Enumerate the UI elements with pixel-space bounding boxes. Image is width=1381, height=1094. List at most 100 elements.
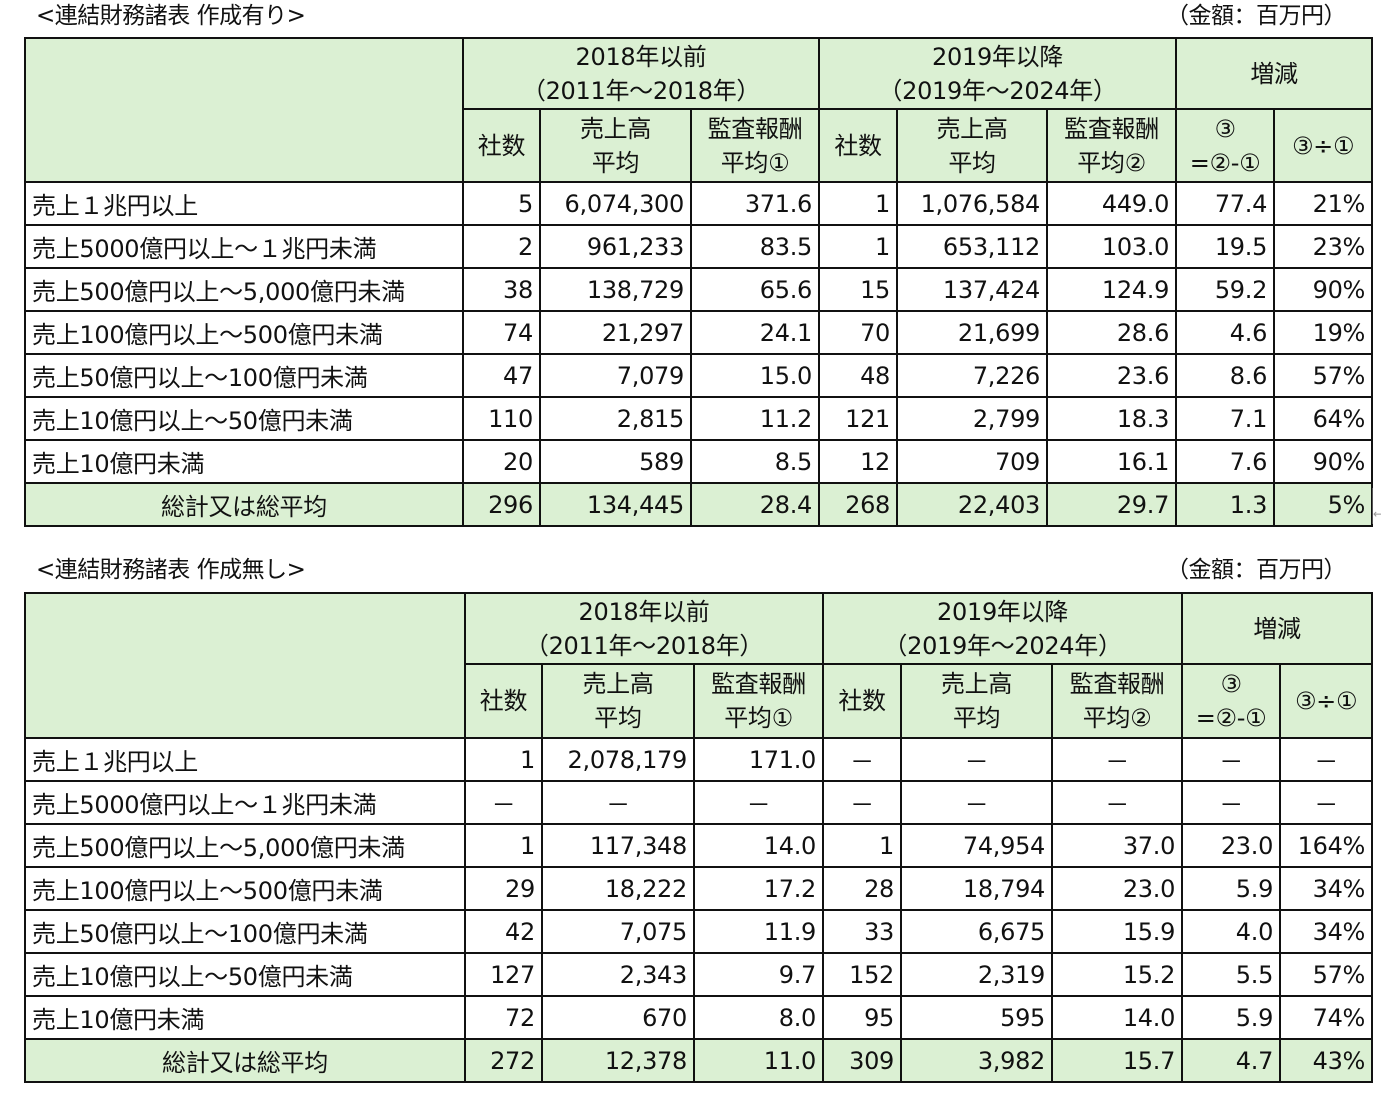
cell-count-before: 38 [462, 267, 541, 312]
cell-count-after: － [822, 737, 903, 782]
cell-ratio: 5% [1273, 482, 1374, 527]
table-row: 売上50億円以上～100億円未満 42 7,075 11.9 33 6,675 15.9 4.… [24, 909, 1374, 954]
cell-ratio: 164% [1279, 823, 1374, 868]
cell-sales-after: 74,954 [900, 823, 1054, 868]
cell-count-after: 15 [818, 267, 899, 312]
cell-fee-after: － [1051, 737, 1184, 782]
cell-diff: 5.5 [1181, 952, 1282, 997]
cell-sales-after: 653,112 [896, 224, 1049, 269]
header-group-before: 2018年以前 （2011年～2018年） [463, 592, 825, 665]
cell-sales-before: 961,233 [539, 224, 692, 269]
table-row: 売上１兆円以上 5 6,074,300 371.6 1 1,076,584 449.0 77.… [24, 181, 1374, 226]
table2-body: 売上１兆円以上 1 2,078,179 171.0 －－－－－売上5000億円以上～１兆… [24, 737, 1374, 1083]
row-label: 売上10億円未満 [24, 995, 466, 1040]
row-label: 売上10億円以上～50億円未満 [24, 396, 464, 441]
header-blank [24, 37, 464, 183]
cell-count-before: 1 [464, 823, 543, 868]
cell-count-after: 268 [818, 482, 899, 527]
header-diff: ③ =②-① [1175, 108, 1276, 183]
table-row: 売上50億円以上～100億円未満 47 7,079 15.0 48 7,226 23.6 8.… [24, 353, 1374, 398]
row-label: 売上5000億円以上～１兆円未満 [24, 224, 464, 269]
table-row: 売上10億円未満 72 670 8.0 95 595 14.0 5.9 74% [24, 995, 1374, 1040]
cell-sales-before: 18,222 [541, 866, 695, 911]
cell-sales-before: 2,078,179 [541, 737, 695, 782]
cell-sales-before: － [541, 780, 695, 825]
cell-sales-after: 18,794 [900, 866, 1054, 911]
header-row-1: 2018年以前 （2011年～2018年） 2019年以降 （2019年～202… [24, 592, 1374, 739]
cell-diff: 1.3 [1175, 482, 1276, 527]
cell-fee-before: 171.0 [692, 737, 825, 782]
header-group-before: 2018年以前 （2011年～2018年） [461, 37, 821, 110]
row-label: 売上100億円以上～500億円未満 [24, 310, 464, 355]
cell-sales-after: 22,403 [896, 482, 1049, 527]
header-ratio: ③÷① [1279, 663, 1374, 739]
cell-sales-after: 1,076,584 [896, 181, 1049, 226]
cell-count-after: 48 [818, 353, 899, 398]
header-row-1: 2018年以前 （2011年～2018年） 2019年以降 （2019年～202… [24, 37, 1374, 183]
header-group-change: 増減 [1175, 37, 1374, 110]
cell-count-before: 72 [464, 995, 543, 1040]
header-fee-before: 監査報酬 平均① [692, 663, 825, 739]
cell-fee-after: 15.2 [1051, 952, 1184, 997]
cell-ratio: － [1279, 737, 1374, 782]
cell-diff: 5.9 [1181, 995, 1282, 1040]
table-row: 売上10億円以上～50億円未満 127 2,343 9.7 152 2,319 15.2 5.… [24, 952, 1374, 997]
cell-fee-before: 15.0 [689, 353, 821, 398]
table-row: 売上100億円以上～500億円未満 29 18,222 17.2 28 18,794 23.… [24, 866, 1374, 911]
table-row: 売上500億円以上～5,000億円未満 1 117,348 14.0 1 74,954 37… [24, 823, 1374, 868]
cell-count-before: 47 [462, 353, 541, 398]
cell-diff: 4.6 [1175, 310, 1276, 355]
table-row: 売上5000億円以上～１兆円未満 2 961,233 83.5 1 653,112 103.… [24, 224, 1374, 269]
cell-fee-before: 9.7 [692, 952, 825, 997]
cell-count-after: 95 [822, 995, 903, 1040]
row-label: 総計又は総平均 [24, 482, 464, 527]
header-sales-before: 売上高 平均 [539, 108, 692, 183]
header-ratio: ③÷① [1273, 108, 1374, 183]
table1-unit-note: （金額：百万円） [1166, 3, 1347, 29]
cell-sales-before: 6,074,300 [539, 181, 692, 226]
cell-count-after: 309 [822, 1038, 903, 1083]
cell-ratio: 90% [1273, 267, 1374, 312]
cell-fee-before: 14.0 [692, 823, 825, 868]
row-label: 売上500億円以上～5,000億円未満 [24, 823, 466, 868]
cell-ratio: 90% [1273, 439, 1374, 484]
cell-diff: 5.9 [1181, 866, 1282, 911]
cell-count-before: 272 [464, 1038, 543, 1083]
header-group-after: 2019年以降 （2019年～2024年） [818, 37, 1178, 110]
cell-sales-after: － [900, 780, 1054, 825]
cell-fee-after: 16.1 [1046, 439, 1178, 484]
cell-ratio: 57% [1273, 353, 1374, 398]
table-row: 売上100億円以上～500億円未満 74 21,297 24.1 70 21,699 28.… [24, 310, 1374, 355]
cell-diff: 19.5 [1175, 224, 1276, 269]
cell-sales-after: 2,319 [900, 952, 1054, 997]
cell-cursor-mark [1372, 488, 1381, 524]
cell-ratio: 57% [1279, 952, 1374, 997]
cell-ratio: 34% [1279, 909, 1374, 954]
cell-sales-after: － [900, 737, 1054, 782]
cell-sales-before: 117,348 [541, 823, 695, 868]
total-row: 総計又は総平均 296 134,445 28.4 268 22,403 29.7 1.3 5% [24, 482, 1374, 527]
cell-count-after: 70 [818, 310, 899, 355]
row-label: 売上10億円未満 [24, 439, 464, 484]
header-count-after: 社数 [822, 663, 903, 739]
cell-fee-after: 103.0 [1046, 224, 1178, 269]
table-row: 売上10億円以上～50億円未満 110 2,815 11.2 121 2,799 18.3 7… [24, 396, 1374, 441]
cell-diff: 23.0 [1181, 823, 1282, 868]
header-row-2: 社数 売上高 平均 監査報酬 平均① 社数 売上高 平均 監査報酬 平均② ③ … [25, 663, 1374, 739]
cursor-arrow-icon: ← [1373, 507, 1381, 521]
cell-count-after: 121 [818, 396, 899, 441]
cell-fee-after: 18.3 [1046, 396, 1178, 441]
cell-ratio: － [1279, 780, 1374, 825]
cell-count-before: 74 [462, 310, 541, 355]
table2-unit-note: （金額：百万円） [1166, 557, 1347, 583]
cell-fee-after: 124.9 [1046, 267, 1178, 312]
cell-count-after: － [822, 780, 903, 825]
cell-count-after: 12 [818, 439, 899, 484]
cell-count-before: 127 [464, 952, 543, 997]
cell-fee-after: 23.6 [1046, 353, 1178, 398]
table-row: 売上10億円未満 20 589 8.5 12 709 16.1 7.6 90% [24, 439, 1374, 484]
cell-fee-before: 371.6 [689, 181, 821, 226]
cell-fee-before: 11.2 [689, 396, 821, 441]
cell-count-after: 1 [818, 224, 899, 269]
cell-ratio: 19% [1273, 310, 1374, 355]
